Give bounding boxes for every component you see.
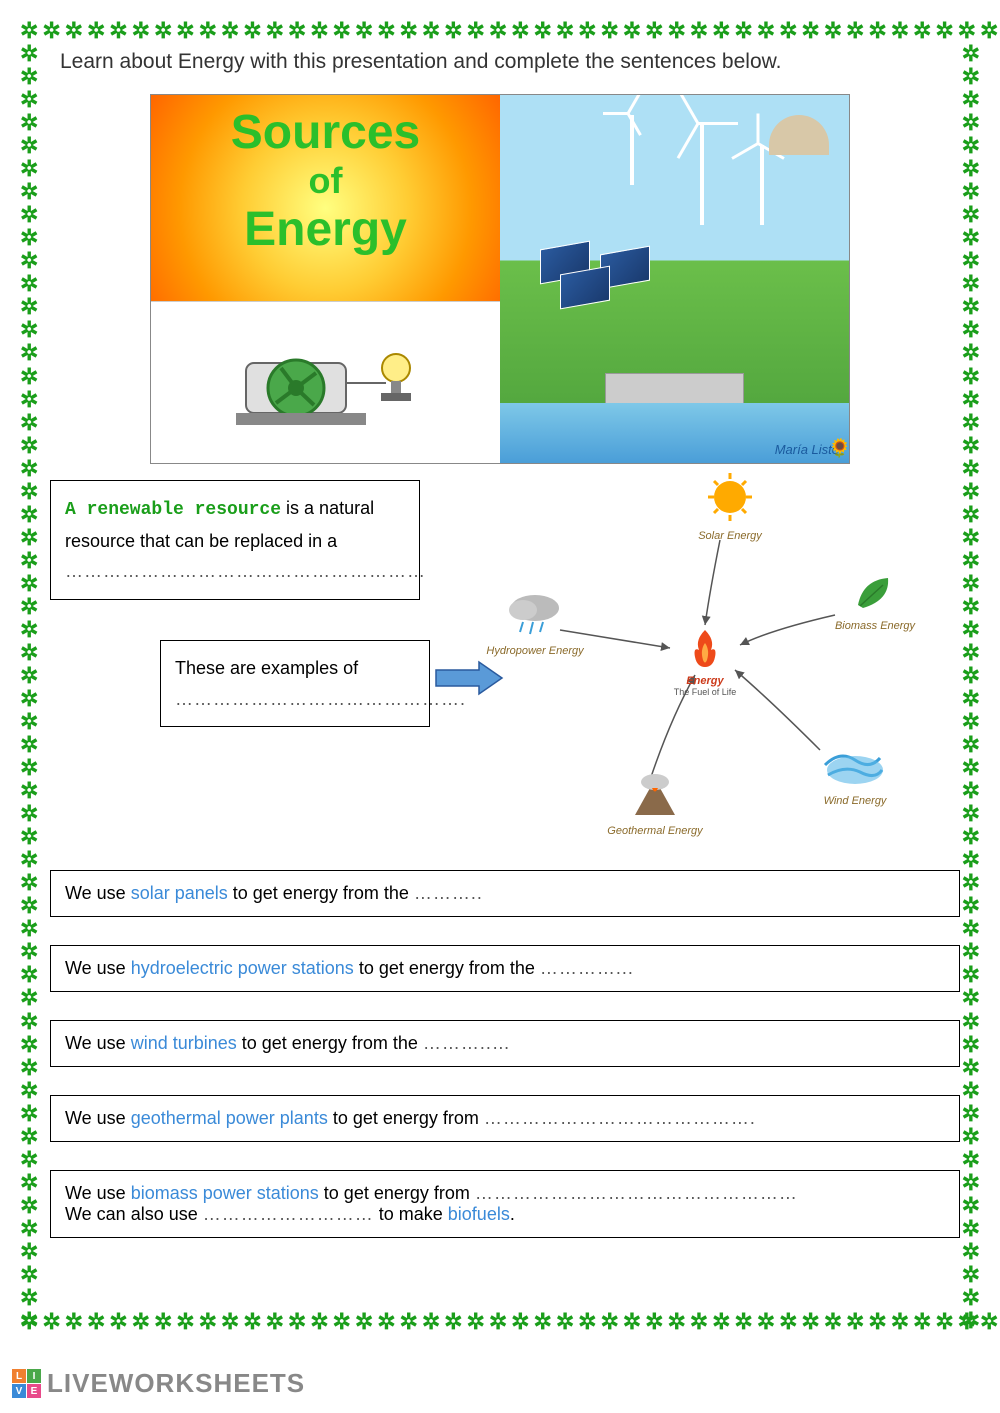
hero-left: Sources of Energy	[151, 95, 500, 463]
sentence-1: We use solar panels to get energy from t…	[50, 870, 960, 917]
cloud-rain-icon	[503, 590, 568, 640]
sentence-3: We use wind turbines to get energy from …	[50, 1020, 960, 1067]
hero-generator-panel	[151, 301, 500, 463]
sentence-5: We use biomass power stations to get ene…	[50, 1170, 960, 1238]
wind-icon	[820, 740, 890, 790]
sentence-4: We use geothermal power plants to get en…	[50, 1095, 960, 1142]
footer-brand: LIVEWORKSHEETS	[47, 1368, 305, 1399]
wind-turbine-icon	[760, 145, 764, 225]
hero-image: Sources of Energy	[150, 94, 850, 464]
hero-title-3: Energy	[244, 202, 407, 257]
sentence-keyword: geothermal power plants	[131, 1108, 328, 1128]
sentence-keyword: solar panels	[131, 883, 228, 903]
hero-sun-panel: Sources of Energy	[151, 95, 500, 301]
footer: LIVE LIVEWORKSHEETS	[12, 1368, 305, 1399]
worksheet-content: Learn about Energy with this presentatio…	[60, 50, 940, 484]
sentence-blank[interactable]: ………..	[414, 883, 483, 903]
footer-logo: LIVE	[12, 1369, 41, 1398]
flower-icon: 🌻	[829, 438, 849, 459]
diagram-center: Energy The Fuel of Life	[665, 625, 745, 697]
diagram-node-wind: Wind Energy	[810, 740, 900, 807]
examples-blank[interactable]: ……………………………………….	[175, 689, 466, 709]
hero-landscape: María Liste 🌻	[500, 95, 849, 463]
nuclear-dome-icon	[769, 115, 829, 155]
sentence-2: We use hydroelectric power stations to g…	[50, 945, 960, 992]
examples-text: These are examples of	[175, 658, 358, 678]
sentence-blank[interactable]: ………..…	[423, 1033, 511, 1053]
diagram-node-solar: Solar Energy	[690, 470, 770, 542]
energy-diagram: Solar Energy Biomass Energy Wind Energy …	[470, 470, 920, 850]
sentence-list: We use solar panels to get energy from t…	[50, 870, 960, 1266]
definition-box: A renewable resource is a natural resour…	[50, 480, 420, 600]
wind-turbine-icon	[700, 125, 704, 225]
instruction-text: Learn about Energy with this presentatio…	[60, 50, 940, 74]
sun-icon	[700, 470, 760, 525]
solar-panel-icon	[560, 266, 610, 310]
definition-blank[interactable]: …………………………………………………	[65, 561, 426, 581]
examples-box: These are examples of ……………………………………….	[160, 640, 430, 727]
diagram-node-hydro: Hydropower Energy	[480, 590, 590, 657]
wind-turbine-icon	[630, 115, 634, 185]
diagram-node-biomass: Biomass Energy	[830, 570, 920, 632]
volcano-icon	[620, 770, 690, 820]
definition-keyword: A renewable resource	[65, 500, 281, 520]
hero-title-2: of	[309, 160, 343, 202]
generator-icon	[226, 323, 426, 443]
sentence-blank[interactable]: …………………………………….	[484, 1108, 756, 1128]
sentence-keyword: hydroelectric power stations	[131, 958, 354, 978]
flame-icon	[685, 625, 725, 670]
sentence-blank[interactable]: …………...	[540, 958, 634, 978]
sentence-blank[interactable]: ……………………………………………	[475, 1183, 798, 1203]
sentence-blank[interactable]: ………………………	[203, 1204, 374, 1224]
sentence-keyword: biofuels	[448, 1204, 510, 1224]
hero-title-1: Sources	[231, 105, 420, 160]
sentence-keyword: wind turbines	[131, 1033, 237, 1053]
sentence-keyword: biomass power stations	[131, 1183, 319, 1203]
diagram-node-geothermal: Geothermal Energy	[600, 770, 710, 837]
leaf-icon	[848, 570, 903, 615]
